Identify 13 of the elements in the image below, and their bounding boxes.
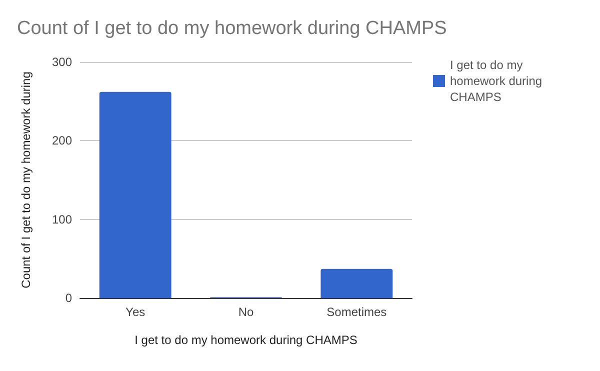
x-tick-label: No: [238, 305, 254, 319]
x-tick-label: Sometimes: [326, 305, 387, 319]
y-tick-label: 100: [52, 212, 72, 226]
x-axis-title: I get to do my homework during CHAMPS: [134, 333, 358, 347]
x-tick-label: Yes: [126, 305, 146, 319]
y-tick-label: 200: [52, 134, 72, 148]
chart-title: Count of I get to do my homework during CHAMPS: [17, 18, 447, 39]
bar: [320, 268, 393, 298]
legend-label: I get to do my homework during CHAMPS: [450, 58, 546, 104]
y-tick-label: 300: [52, 55, 72, 69]
bar: [99, 92, 172, 298]
y-tick-label: 0: [65, 291, 72, 305]
y-axis-title: Count of I get to do my homework during: [19, 72, 33, 288]
